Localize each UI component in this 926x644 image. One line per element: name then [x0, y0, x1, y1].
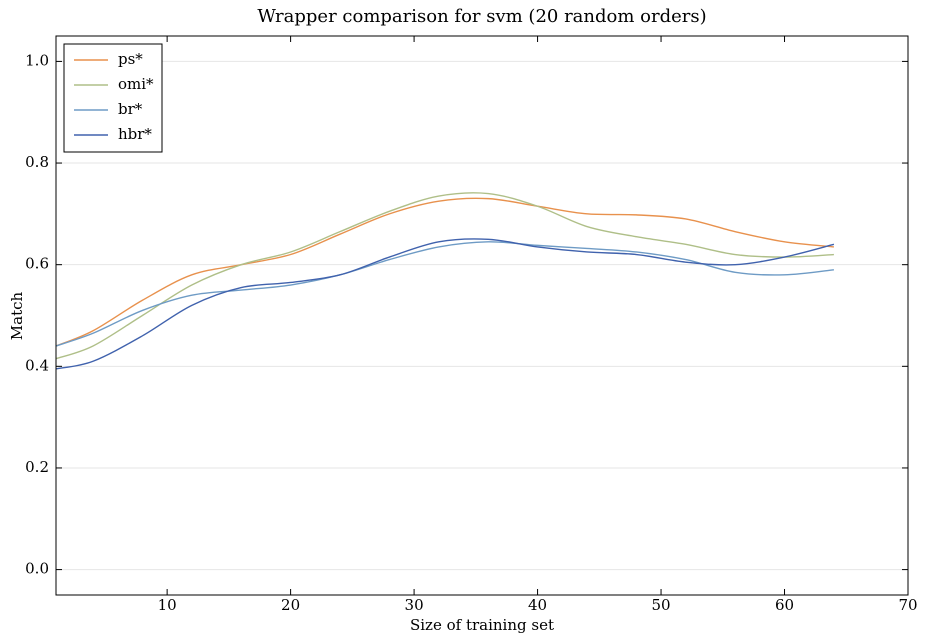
- x-tick-label: 30: [405, 596, 424, 614]
- x-axis-label: Size of training set: [410, 616, 554, 634]
- y-tick-label: 0.8: [25, 153, 49, 171]
- x-tick-label: 50: [651, 596, 670, 614]
- y-tick-label: 1.0: [25, 51, 49, 69]
- legend-label: omi*: [118, 75, 154, 93]
- y-tick-label: 0.6: [25, 255, 49, 273]
- y-tick-label: 0.4: [25, 356, 49, 374]
- legend-label: hbr*: [118, 125, 152, 143]
- legend-label: br*: [118, 100, 143, 118]
- legend-box: [63, 43, 163, 153]
- x-tick-label: 10: [158, 596, 177, 614]
- x-tick-label: 20: [281, 596, 300, 614]
- series-line: [55, 192, 834, 360]
- series-line: [55, 197, 834, 347]
- series-line: [55, 238, 835, 370]
- x-tick-label: 60: [775, 596, 794, 614]
- y-tick-label: 0.0: [25, 560, 49, 578]
- x-tick-label: 70: [898, 596, 917, 614]
- chart-title: Wrapper comparison for svm (20 random or…: [257, 6, 706, 27]
- y-axis-label: Match: [8, 291, 26, 340]
- legend-label: ps*: [118, 50, 143, 68]
- x-tick-label: 40: [528, 596, 547, 614]
- plot-frame: [55, 35, 909, 596]
- y-tick-label: 0.2: [25, 458, 49, 476]
- legend: ps* omi* br* hbr*: [63, 43, 163, 153]
- series-line: [55, 241, 834, 347]
